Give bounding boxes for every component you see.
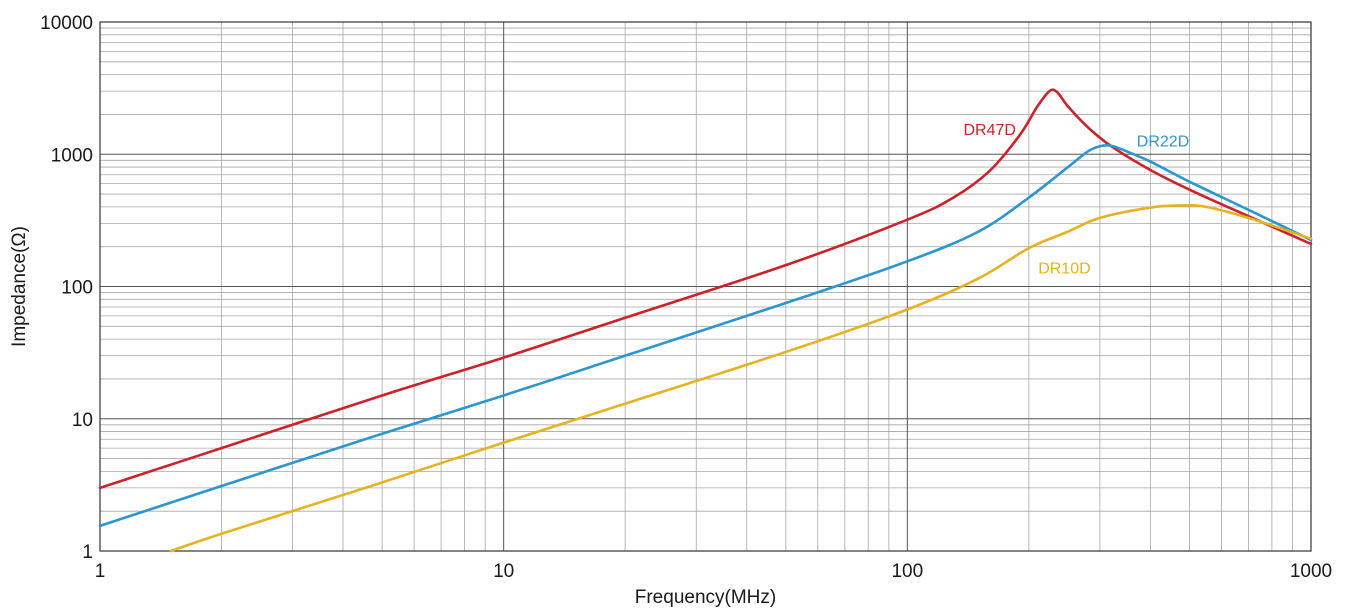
- y-tick-label: 1000: [51, 145, 93, 166]
- series-label-dr22d: DR22D: [1137, 134, 1189, 151]
- x-axis-title: Frequency(MHz): [635, 587, 776, 608]
- series-label-dr10d: DR10D: [1038, 261, 1090, 278]
- y-tick-label: 10000: [40, 13, 93, 34]
- plot-frame: [99, 21, 1312, 552]
- x-tick-label: 1000: [1290, 561, 1332, 582]
- x-tick-label: 10: [493, 561, 514, 582]
- series-label-dr47d: DR47D: [963, 122, 1015, 139]
- y-tick-label: 10: [72, 410, 93, 431]
- series-line-dr10d: [169, 204, 1313, 553]
- y-axis-title: Impedance(Ω): [9, 226, 30, 347]
- series-annotations: DR47D DR22D DR10D: [963, 122, 1189, 278]
- series-line-dr22d: [98, 143, 1313, 528]
- y-tick-labels: 1 10 100 1000 10000: [40, 13, 93, 563]
- series-line-dr47d: [98, 88, 1313, 490]
- x-tick-label: 1: [95, 561, 106, 582]
- x-tick-label: 100: [891, 561, 923, 582]
- series-layer: [98, 88, 1313, 553]
- x-tick-labels: 1 10 100 1000: [95, 561, 1332, 582]
- y-tick-label: 1: [82, 542, 93, 563]
- y-tick-label: 100: [61, 278, 93, 299]
